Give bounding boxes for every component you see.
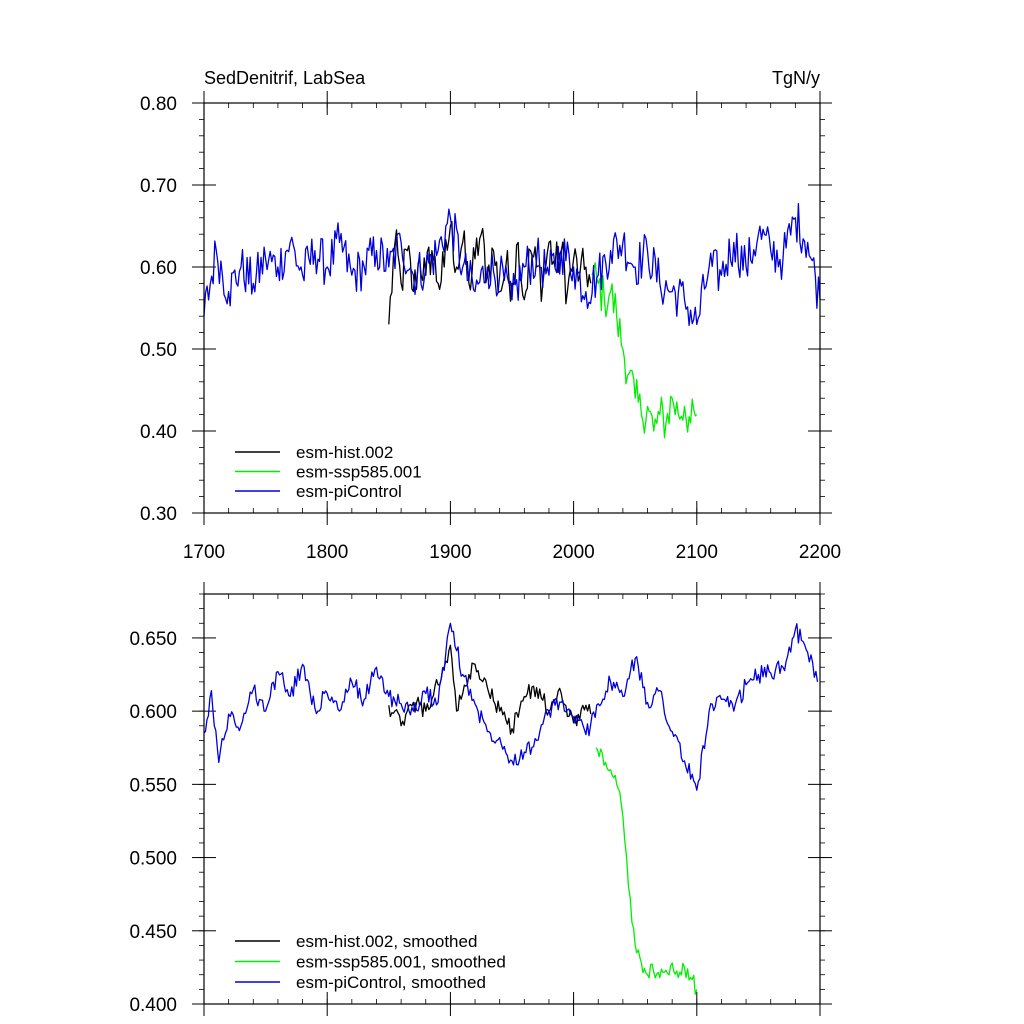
bottom-legend-label-0: esm-hist.002, smoothed <box>296 932 477 951</box>
top-x-tick-label: 2200 <box>799 542 841 563</box>
top-legend-label-0: esm-hist.002 <box>296 443 393 462</box>
bottom-series-2-line <box>203 622 819 791</box>
top-y-tick-label: 0.60 <box>140 258 177 279</box>
bottom-y-tick-label: 0.550 <box>129 775 177 796</box>
top-axis-ticks: 1700 1800 1900 2000 2100 2200 0.30 0.40 0.50 0.60… <box>140 91 841 563</box>
top-y-tick-label: 0.70 <box>140 176 177 197</box>
bottom-y-tick-label: 0.650 <box>129 629 177 650</box>
top-y-tick-label: 0.30 <box>140 504 177 525</box>
bottom-legend-label-1: esm-ssp585.001, smoothed <box>296 953 506 972</box>
top-chart-panel: SedDenitrif, LabSea TgN/y 1700 1800 1900 20… <box>140 68 841 563</box>
top-legend-label-2: esm-piControl <box>296 482 402 501</box>
top-x-tick-label: 2000 <box>552 542 594 563</box>
top-x-tick-label: 1800 <box>306 542 348 563</box>
bottom-legend: esm-hist.002, smoothed esm-ssp585.001, sm… <box>235 932 506 992</box>
top-series-2-line <box>203 203 821 327</box>
top-y-tick-label: 0.80 <box>140 94 177 115</box>
bottom-series-1-line <box>595 747 698 995</box>
bottom-legend-label-2: esm-piControl, smoothed <box>296 973 486 992</box>
bottom-series-0-line <box>388 644 592 735</box>
top-x-tick-label: 2100 <box>676 542 718 563</box>
top-legend-label-1: esm-ssp585.001 <box>296 463 422 482</box>
bottom-chart-panel: 0.400 0.450 0.500 0.550 0.600 0.650 esm-hist.… <box>129 582 832 1016</box>
bottom-y-tick-label: 0.500 <box>129 849 177 870</box>
top-chart-title-left: SedDenitrif, LabSea <box>204 68 366 88</box>
bottom-y-tick-label: 0.450 <box>129 922 177 943</box>
top-x-tick-label: 1700 <box>183 542 225 563</box>
top-series-group <box>203 203 821 439</box>
top-series-1-line <box>591 262 698 439</box>
bottom-y-tick-label: 0.600 <box>129 702 177 723</box>
bottom-plot-frame <box>203 593 821 1005</box>
bottom-axis-ticks: 0.400 0.450 0.500 0.550 0.600 0.650 <box>129 582 832 1016</box>
top-y-tick-label: 0.50 <box>140 340 177 361</box>
top-series-0-line <box>388 220 592 325</box>
top-chart-title-right: TgN/y <box>772 68 820 88</box>
top-y-tick-label: 0.40 <box>140 422 177 443</box>
bottom-y-tick-label: 0.400 <box>129 995 177 1016</box>
bottom-series-group <box>203 622 819 995</box>
top-x-tick-label: 1900 <box>429 542 471 563</box>
top-plot-frame <box>203 102 821 514</box>
